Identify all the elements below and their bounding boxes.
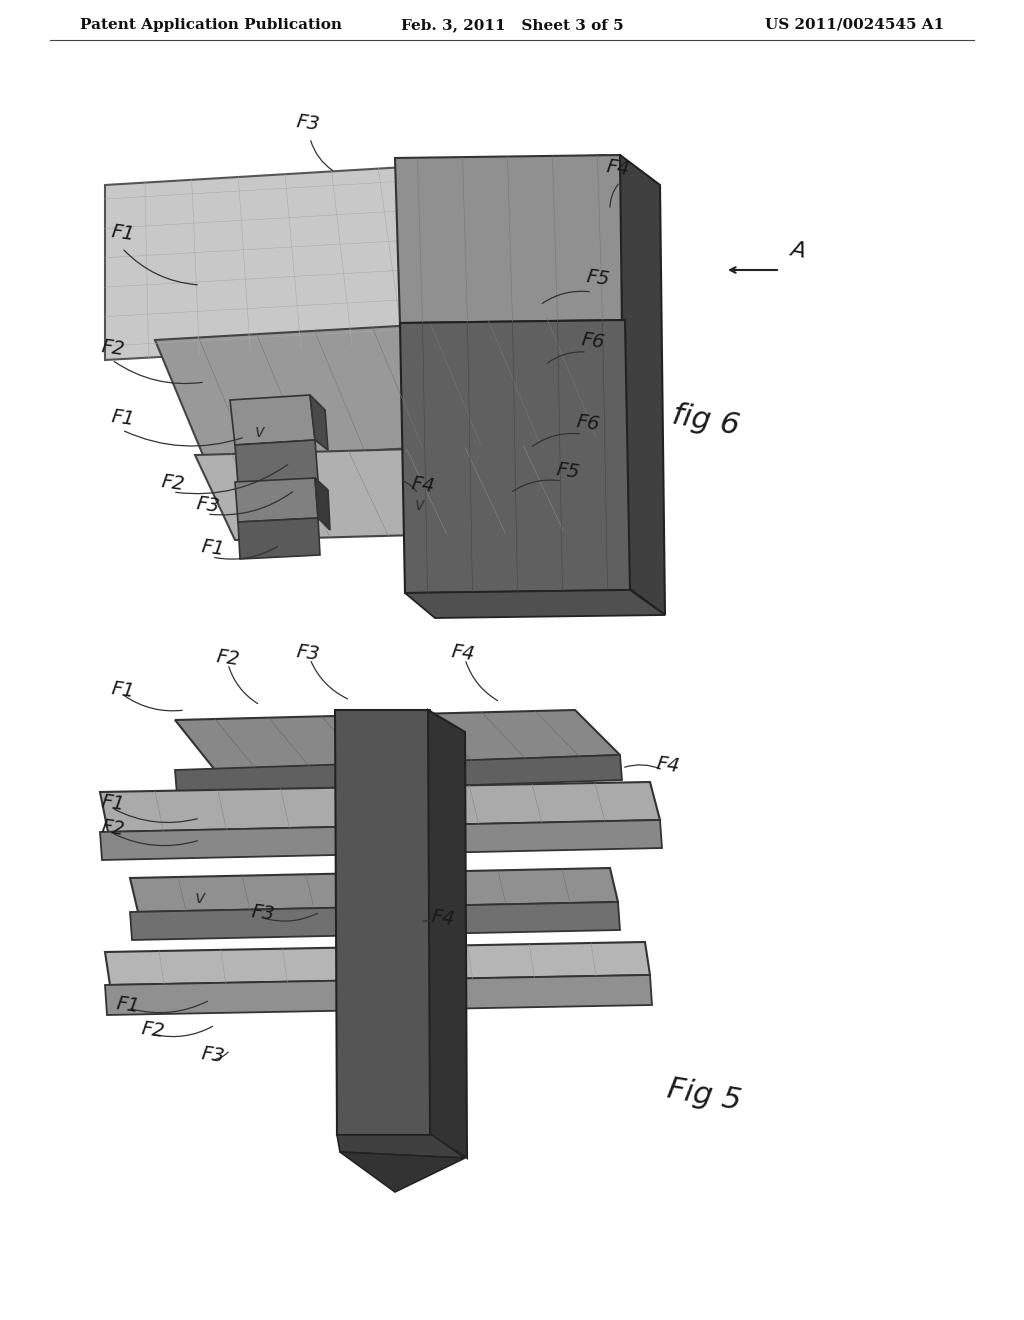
Text: F2: F2 <box>100 337 126 359</box>
Text: A: A <box>788 240 807 261</box>
Polygon shape <box>230 395 315 445</box>
Text: F1: F1 <box>110 407 136 429</box>
Polygon shape <box>175 755 622 795</box>
Text: F1: F1 <box>200 537 226 558</box>
Text: F3: F3 <box>295 642 322 664</box>
Polygon shape <box>130 902 620 940</box>
Polygon shape <box>234 478 318 521</box>
Polygon shape <box>100 781 660 832</box>
Text: Feb. 3, 2011   Sheet 3 of 5: Feb. 3, 2011 Sheet 3 of 5 <box>400 18 624 32</box>
Polygon shape <box>400 319 630 593</box>
Polygon shape <box>195 445 600 540</box>
Polygon shape <box>238 517 319 558</box>
Polygon shape <box>406 590 665 618</box>
Polygon shape <box>100 820 662 861</box>
Text: F6: F6 <box>580 330 606 352</box>
Text: F2: F2 <box>100 817 126 840</box>
Polygon shape <box>175 710 620 770</box>
Text: F2: F2 <box>160 471 186 494</box>
Text: F3: F3 <box>200 1044 226 1067</box>
Polygon shape <box>315 478 330 531</box>
Polygon shape <box>130 869 618 912</box>
Text: F4: F4 <box>450 642 476 664</box>
Text: v: v <box>415 496 425 513</box>
Text: F5: F5 <box>585 267 611 289</box>
Text: fig 6: fig 6 <box>670 401 741 441</box>
Polygon shape <box>105 975 652 1015</box>
Polygon shape <box>335 710 432 1135</box>
Polygon shape <box>234 440 318 484</box>
Text: v: v <box>255 422 265 441</box>
Polygon shape <box>620 154 665 615</box>
Text: F1: F1 <box>110 678 136 701</box>
Text: F4: F4 <box>605 157 631 180</box>
Text: F3: F3 <box>295 112 322 135</box>
Text: F3: F3 <box>250 902 276 924</box>
Text: Patent Application Publication: Patent Application Publication <box>80 18 342 32</box>
Polygon shape <box>155 315 640 459</box>
Polygon shape <box>428 710 467 1158</box>
Text: F4: F4 <box>655 754 681 776</box>
Text: F1: F1 <box>100 792 126 814</box>
Text: F3: F3 <box>195 494 221 516</box>
Text: F2: F2 <box>140 1019 166 1041</box>
Polygon shape <box>340 1152 465 1192</box>
Polygon shape <box>105 154 650 360</box>
Text: F4: F4 <box>430 907 456 929</box>
Polygon shape <box>310 395 328 450</box>
Text: F1: F1 <box>110 222 136 244</box>
Text: F5: F5 <box>555 459 581 482</box>
Polygon shape <box>105 942 650 985</box>
Polygon shape <box>337 1135 465 1158</box>
Polygon shape <box>395 154 625 323</box>
Text: Fig 5: Fig 5 <box>665 1074 743 1115</box>
Text: US 2011/0024545 A1: US 2011/0024545 A1 <box>765 18 944 32</box>
Text: F1: F1 <box>115 994 141 1016</box>
Text: F6: F6 <box>575 412 601 434</box>
Text: F2: F2 <box>215 647 241 669</box>
Text: v: v <box>195 888 206 907</box>
Text: F4: F4 <box>410 474 436 496</box>
